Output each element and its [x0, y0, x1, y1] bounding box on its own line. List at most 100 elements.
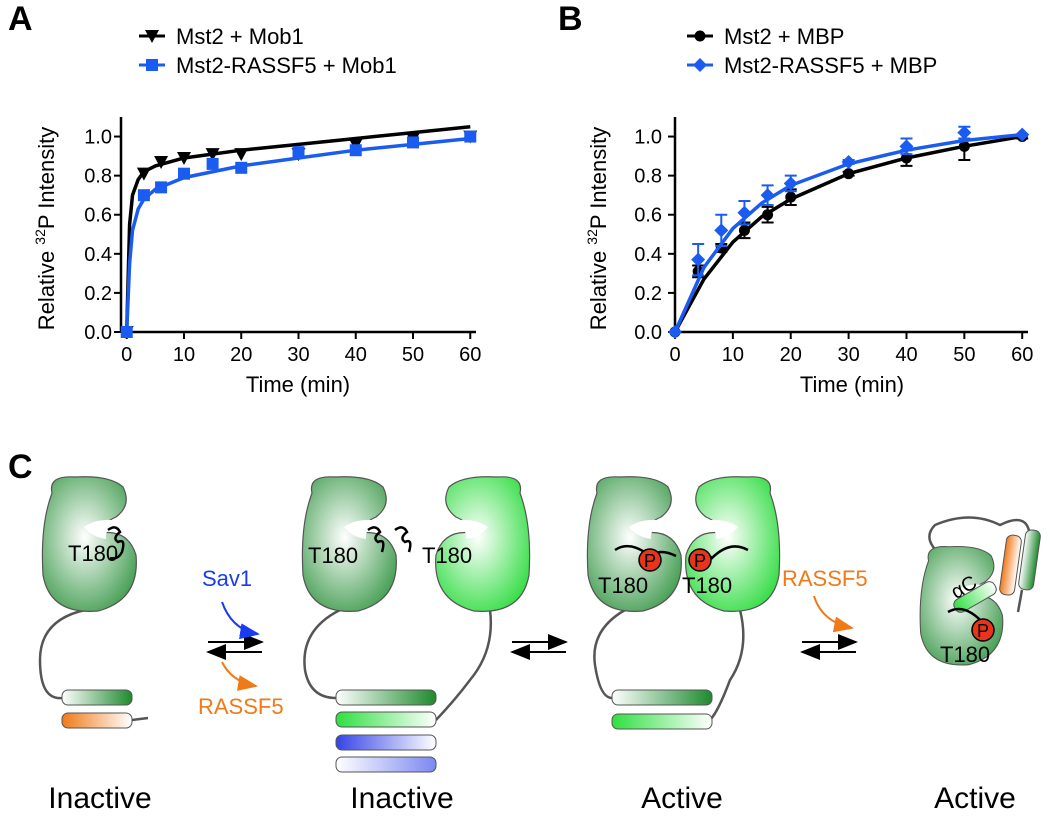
- site-label: T180: [682, 573, 732, 598]
- marker: [292, 146, 305, 159]
- diagram: C T180 Sav1 RASSF5 T180 T180: [8, 448, 1041, 815]
- active-dimer-part: [638, 548, 662, 572]
- x-axis-title: Time (min): [800, 372, 904, 397]
- x-tick-label: 20: [780, 344, 802, 366]
- marker: [146, 59, 158, 71]
- panel-letter: A: [8, 0, 33, 38]
- y-tick-label: 1.0: [84, 127, 112, 149]
- kinase-dimer-part: [335, 689, 437, 706]
- x-tick-label: 10: [173, 344, 195, 366]
- kinase-monomer-part: [61, 689, 133, 706]
- y-axis-title-part: P Intensity: [586, 127, 611, 229]
- marker: [407, 136, 420, 149]
- y-tick-label: 0.8: [634, 166, 662, 188]
- x-tick-label: 40: [345, 344, 367, 366]
- marker: [693, 58, 707, 72]
- y-axis-title-part: 32: [584, 229, 600, 245]
- kinase-monomer-part: [38, 608, 86, 700]
- y-tick-label: 0.2: [84, 283, 112, 305]
- arrow-label: Sav1: [202, 566, 252, 591]
- y-axis-title-part: Relative: [586, 251, 611, 330]
- kinase-dimer-part: [367, 526, 385, 553]
- marker: [155, 181, 168, 194]
- legend-label: Mst2 + MBP: [724, 24, 844, 49]
- active-dimer: [586, 476, 781, 730]
- y-tick-label: 0.2: [634, 283, 662, 305]
- site-label: T180: [940, 642, 990, 667]
- active-dimer-part: [611, 713, 713, 730]
- kinase-dimer-part: [303, 608, 341, 700]
- marker: [957, 125, 972, 140]
- marker: [900, 152, 912, 164]
- marker: [785, 191, 797, 203]
- marker: [783, 176, 798, 191]
- x-tick-label: 0: [121, 344, 132, 366]
- x-tick-label: 0: [669, 344, 680, 366]
- marker: [234, 148, 249, 162]
- kinase-monomer: [38, 476, 149, 729]
- active-dimer-part: [593, 608, 626, 700]
- marker: [137, 189, 150, 202]
- phospho-label: P: [644, 551, 656, 571]
- legend-label: Mst2 + Mob1: [176, 24, 304, 49]
- marker: [841, 154, 856, 169]
- active-monomer: [919, 516, 1041, 666]
- y-axis-title-part: P Intensity: [34, 127, 59, 229]
- marker: [206, 157, 219, 170]
- active-dimer-part: [709, 609, 745, 721]
- site-label: T180: [422, 543, 472, 568]
- equilibrium-arrows-part: [813, 595, 854, 633]
- y-tick-label: 0.0: [84, 322, 112, 344]
- legend-label: Mst2-RASSF5 + Mob1: [176, 53, 397, 78]
- active-monomer-part: [1018, 529, 1041, 591]
- y-tick-label: 0.0: [634, 322, 662, 344]
- kinase-dimer-part: [335, 756, 437, 773]
- panel-letter: B: [558, 0, 583, 38]
- legend-label: Mst2-RASSF5 + MBP: [724, 53, 937, 78]
- arrow-label: RASSF5: [782, 566, 868, 591]
- x-tick-label: 60: [1011, 344, 1033, 366]
- x-tick-label: 50: [402, 344, 424, 366]
- marker: [760, 188, 775, 203]
- y-tick-label: 0.4: [84, 244, 112, 266]
- marker: [899, 139, 914, 154]
- state-label: Active: [641, 782, 723, 815]
- marker: [120, 326, 133, 338]
- kinase-monomer-part: [131, 716, 149, 722]
- active-monomer-part: [971, 618, 995, 642]
- marker: [205, 148, 220, 162]
- marker: [694, 30, 706, 42]
- kinase-monomer-part: [61, 712, 133, 729]
- x-axis-title: Time (min): [246, 372, 350, 397]
- active-dimer-part: [611, 689, 713, 706]
- marker: [136, 167, 151, 181]
- marker: [177, 167, 190, 180]
- marker: [176, 152, 191, 166]
- marker: [349, 144, 362, 157]
- state-label: Inactive: [350, 782, 453, 815]
- y-axis-title: Relative 32P Intensity: [584, 127, 611, 330]
- marker: [668, 325, 682, 339]
- x-tick-label: 50: [953, 344, 975, 366]
- marker: [691, 252, 706, 267]
- arrow-label: RASSF5: [198, 694, 284, 719]
- y-tick-label: 0.6: [84, 205, 112, 227]
- marker: [762, 209, 774, 221]
- site-label: T180: [308, 543, 358, 568]
- active-monomer-part: [1016, 589, 1024, 613]
- x-tick-label: 30: [837, 344, 859, 366]
- y-axis-title-part: Relative: [34, 251, 59, 330]
- y-axis-title-part: 32: [32, 229, 48, 245]
- equilibrium-arrows: [800, 595, 858, 660]
- marker: [1015, 127, 1030, 142]
- kinase-dimer-part: [435, 609, 492, 721]
- x-tick-label: 60: [459, 344, 481, 366]
- phospho-label: P: [977, 621, 989, 641]
- active-monomer-part: [928, 516, 1032, 560]
- x-tick-label: 20: [230, 344, 252, 366]
- kinase-dimer-part: [394, 526, 412, 553]
- fit-curve: [124, 136, 471, 333]
- state-label: Active: [934, 782, 1016, 815]
- kinase-monomer-part: [107, 526, 125, 560]
